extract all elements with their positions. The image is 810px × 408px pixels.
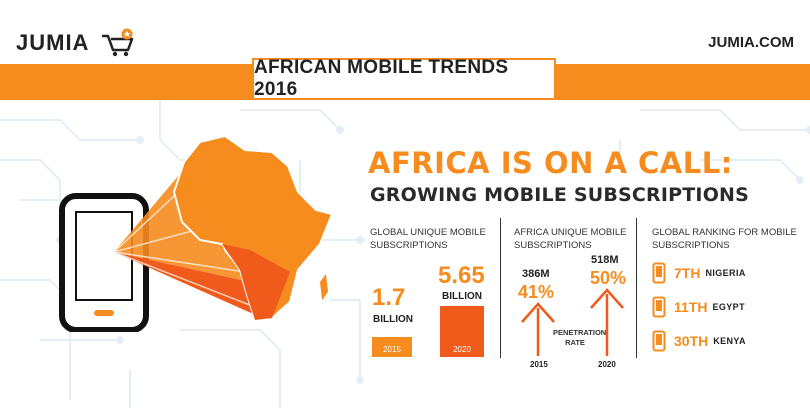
global-2020-year: 2020 [453,345,471,354]
africa-2015-year: 2015 [530,360,548,369]
africa-subs-label: AFRICA UNIQUE MOBILE SUBSCRIPTIONS [514,227,627,251]
ranking-item: 7TH NIGERIA [652,262,746,284]
penetration-label: PENETRATION RATE [553,328,607,347]
title-box: AFRICAN MOBILE TRENDS 2016 [252,57,556,100]
africa-map-illustration [59,134,334,332]
circuit-background [0,100,810,408]
ranking-item: 30TH KENYA [652,330,746,352]
phone-icon [652,330,666,352]
brand-name: JUMIA [16,30,90,55]
phone-icon [652,262,666,284]
global-2015-year: 2015 [383,345,401,354]
global-2015-value: 1.7 [372,284,406,311]
africa-2015-value: 386M [522,268,550,280]
page-title: AFRICAN MOBILE TRENDS 2016 [254,57,509,100]
africa-2020-penetration: 50% [590,268,627,288]
subheadline: GROWING MOBILE SUBSCRIPTIONS [370,184,750,206]
global-2020-value: 5.65 [438,262,485,289]
global-subs-label: GLOBAL UNIQUE MOBILE SUBSCRIPTIONS [370,227,486,251]
phone-icon [652,296,666,318]
divider [500,218,501,358]
headline: AFRICA IS ON A CALL: [368,146,733,180]
ranking-item: 11TH EGYPT [652,296,745,318]
brand-logo: JUMIA [16,30,89,56]
rank-country: KENYA [713,336,746,346]
rank-number: 11TH [674,299,708,315]
africa-2020-value: 518M [591,254,619,266]
rank-country: NIGERIA [705,268,746,278]
africa-2015-penetration: 41% [518,282,555,302]
rank-country: EGYPT [712,302,745,312]
global-2015-bar: 2015 [372,337,412,357]
site-url[interactable]: JUMIA.COM [708,34,794,51]
global-2020-unit: BILLION [442,291,482,302]
africa-2020-year: 2020 [598,360,616,369]
divider [636,218,637,358]
cart-icon [102,28,134,57]
arrow-up-icon [521,302,555,356]
rank-number: 30TH [674,333,709,349]
global-2020-bar: 2020 [440,306,484,357]
ranking-label: GLOBAL RANKING FOR MOBILE SUBSCRIPTIONS [652,227,797,251]
rank-number: 7TH [674,265,701,281]
global-2015-unit: BILLION [373,314,413,325]
arrow-up-icon [590,288,624,356]
